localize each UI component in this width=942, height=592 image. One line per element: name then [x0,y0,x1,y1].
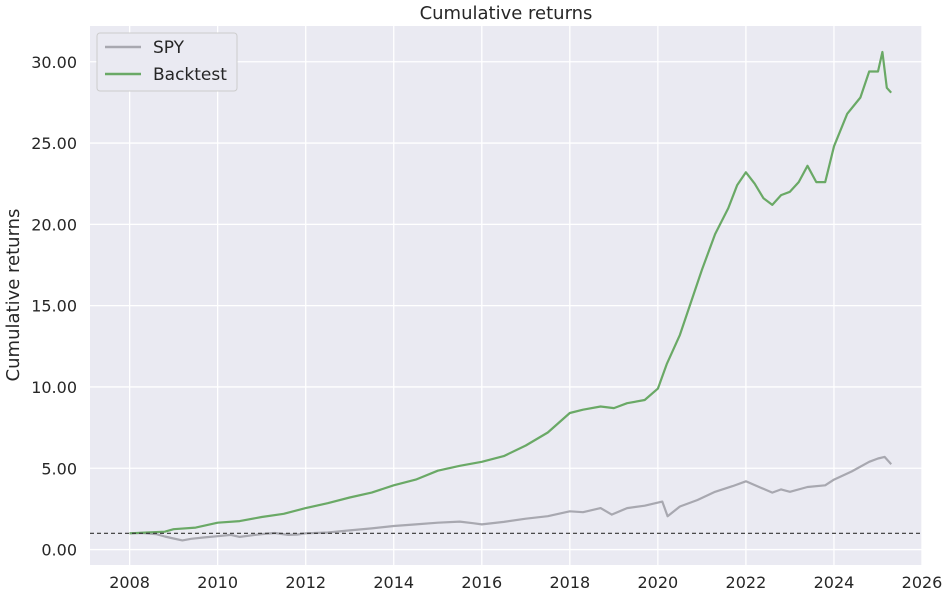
x-tick-label: 2014 [373,573,414,592]
x-tick-label: 2026 [902,573,942,592]
x-tick-label: 2012 [285,573,326,592]
series-line-spy [129,455,893,542]
x-tick-label: 2020 [638,573,679,592]
x-tick-label: 2022 [726,573,767,592]
y-tick-label: 10.00 [31,378,77,397]
x-tick-label: 2008 [109,573,150,592]
y-tick-label: 15.00 [31,297,77,316]
x-tick-label: 2018 [549,573,590,592]
legend: SPY Backtest [96,32,238,92]
legend-label-backtest: Backtest [153,65,227,85]
x-tick-label: 2016 [461,573,502,592]
series-line-backtest [129,50,893,535]
x-tick-label: 2010 [197,573,238,592]
y-tick-label: 5.00 [41,459,77,478]
y-tick-label: 30.00 [31,53,77,72]
x-tick-label: 2024 [814,573,855,592]
y-tick-label: 20.00 [31,215,77,234]
y-tick-label: 25.00 [31,134,77,153]
legend-label-spy: SPY [153,38,185,58]
y-axis-label: Cumulative returns [3,209,24,382]
plot-background [90,26,922,565]
series-lines [129,50,893,542]
grid [90,26,923,565]
y-tick-labels: 0.00 5.00 10.00 15.00 20.00 25.00 30.00 [31,53,77,560]
x-tick-labels: 2008 2010 2012 2014 2016 2018 2020 2022 2024 2026 [109,573,942,592]
y-tick-label: 0.00 [41,541,77,560]
chart-title: Cumulative returns [420,3,593,24]
